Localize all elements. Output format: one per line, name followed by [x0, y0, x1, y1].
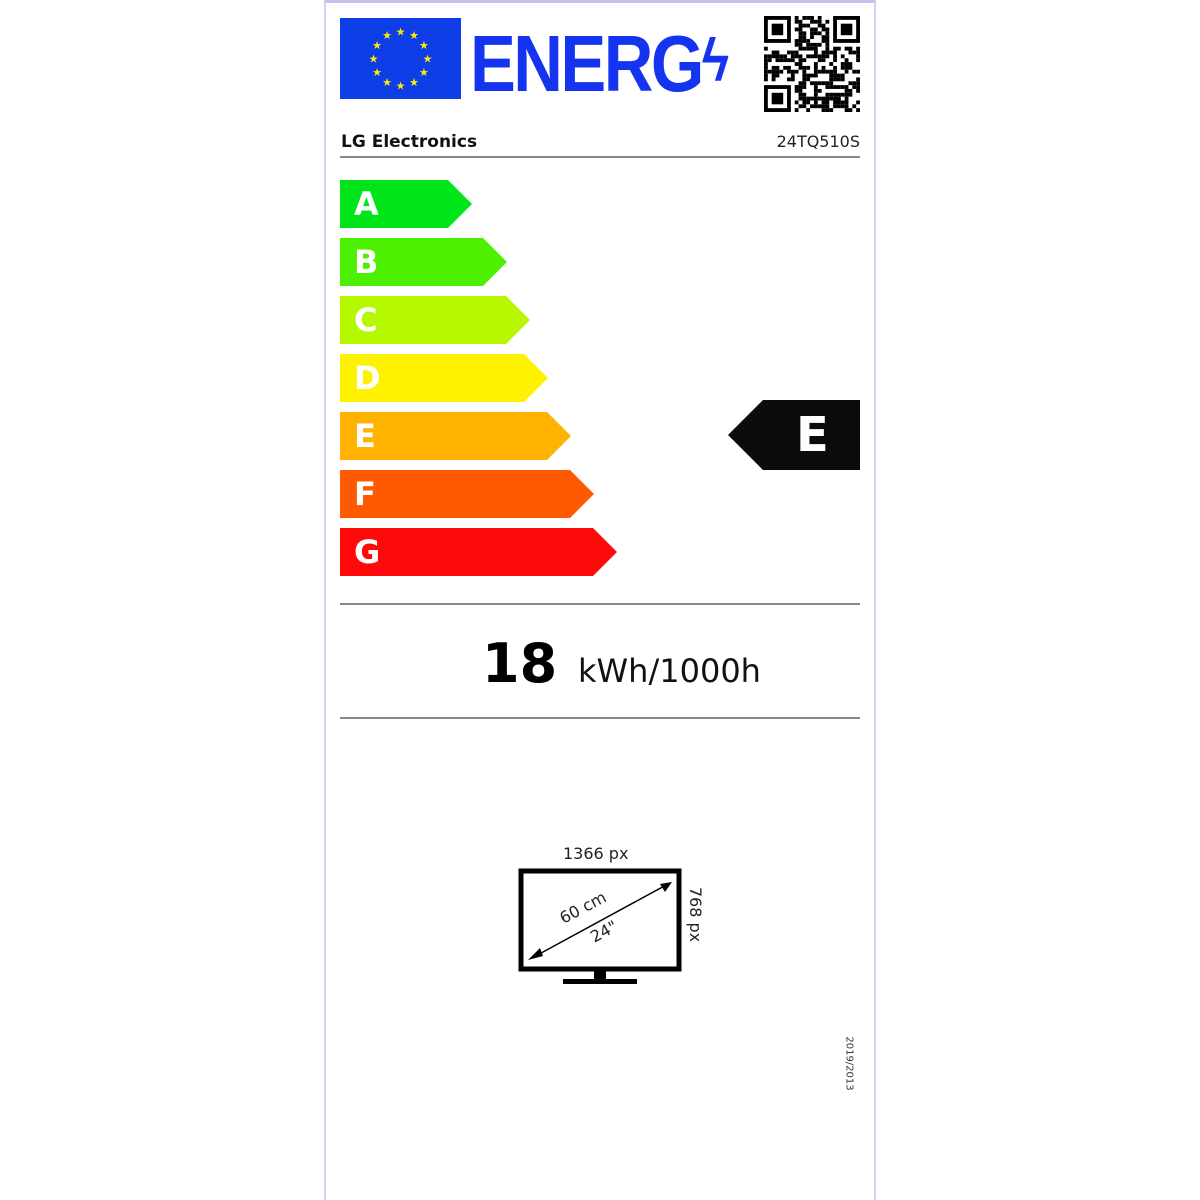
energy-class-letter: E — [354, 417, 376, 455]
energy-class-letter: C — [354, 301, 378, 339]
energy-class-bar-c: C — [340, 296, 530, 344]
svg-text:★: ★ — [382, 29, 392, 42]
lightning-icon: ϟ — [701, 27, 729, 94]
qr-code[interactable] — [764, 16, 860, 112]
eu-flag-logo: ★ ★ ★ ★ ★ ★ ★ ★ ★ ★ ★ ★ — [340, 18, 461, 99]
svg-text:★: ★ — [423, 53, 433, 66]
rating-class: E — [796, 407, 829, 463]
energy-class-bar-b: B — [340, 238, 507, 286]
energy-consumption-value: 18 — [482, 632, 558, 695]
screen-height-px: 768 px — [686, 886, 706, 943]
svg-text:★: ★ — [409, 76, 419, 89]
energy-consumption-unit: kWh/1000h — [578, 652, 761, 690]
screen-width-px: 1366 px — [563, 844, 629, 863]
divider — [340, 717, 860, 719]
svg-text:★: ★ — [419, 39, 429, 52]
svg-text:★: ★ — [419, 66, 429, 79]
divider — [340, 156, 860, 158]
svg-text:★: ★ — [372, 39, 382, 52]
divider — [340, 603, 860, 605]
energy-class-bar-g: G — [340, 528, 617, 576]
energy-label — [324, 0, 876, 1200]
svg-text:★: ★ — [396, 26, 406, 39]
energy-class-letter: G — [354, 533, 381, 571]
energy-class-letter: F — [354, 475, 376, 513]
model-identifier: 24TQ510S — [776, 132, 860, 151]
svg-text:★: ★ — [396, 80, 406, 93]
supplier-name: LG Electronics — [341, 132, 478, 152]
rating-indicator: E — [728, 400, 860, 470]
svg-text:★: ★ — [409, 29, 419, 42]
energy-class-letter: B — [354, 243, 379, 281]
regulation-number: 2019/2013 — [843, 1036, 855, 1091]
energy-class-bar-a: A — [340, 180, 472, 228]
svg-text:★: ★ — [372, 66, 382, 79]
energy-class-bar-e: E — [340, 412, 571, 460]
energy-logo-text: ENERGϟ — [470, 19, 729, 108]
energy-class-letter: A — [354, 185, 379, 223]
energy-class-letter: D — [354, 359, 381, 397]
svg-text:★: ★ — [382, 76, 392, 89]
energy-class-bar-f: F — [340, 470, 594, 518]
energy-class-bar-d: D — [340, 354, 548, 402]
svg-text:★: ★ — [369, 53, 379, 66]
monitor-icon — [518, 868, 682, 984]
